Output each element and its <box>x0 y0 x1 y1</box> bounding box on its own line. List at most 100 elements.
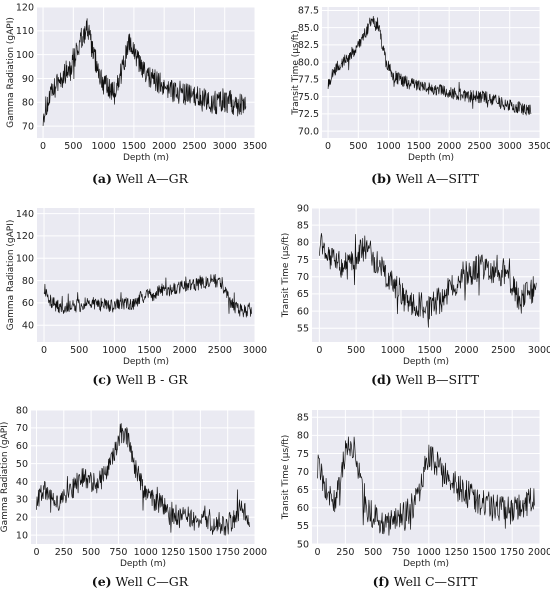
x-tick-label: 3500 <box>528 141 550 152</box>
y-tick-label: 77.5 <box>298 75 319 86</box>
x-tick-label: 1500 <box>122 141 146 152</box>
y-tick-label: 140 <box>16 209 34 220</box>
plot-background <box>312 410 540 544</box>
series-line <box>36 423 250 536</box>
panel-caption: (d) Well B—SITT <box>371 372 480 387</box>
y-tick-label: 100 <box>16 50 34 61</box>
panel-6: 0 250 500 750 1000 1250 1500 1750 2000 50 55 60 65 70… <box>281 410 550 589</box>
caption-text: Well C—GR <box>112 574 189 589</box>
y-axis-label: Transit Time (μs/ft) <box>281 233 291 319</box>
y-tick-label: 87.5 <box>298 6 319 17</box>
x-tick-label: 0 <box>33 547 39 558</box>
y-tick-label: 75.0 <box>298 92 319 103</box>
panel-caption: (a) Well A—GR <box>92 171 189 186</box>
x-tick-label: 2000 <box>243 547 267 558</box>
x-tick-label: 1500 <box>418 345 442 356</box>
y-tick-label: 80.0 <box>298 57 319 68</box>
y-tick-label: 70 <box>297 272 309 283</box>
panel-2: 0 500 1000 1500 2000 2500 3000 3500 70.0 72.5 75.0… <box>291 6 550 186</box>
y-tick-label: 60 <box>297 503 309 514</box>
series-line <box>327 15 532 116</box>
y-tick-label: 70 <box>16 423 28 434</box>
x-tick-label: 2500 <box>467 141 491 152</box>
y-tick-label: 85 <box>297 220 309 231</box>
y-tick-label: 50 <box>297 539 309 550</box>
panel-4: 0 500 1000 1500 2000 2500 3000 55 60 65 70 75 80 85 90… <box>281 203 550 387</box>
y-tick-label: 120 <box>16 2 34 13</box>
caption-letter: (d) <box>371 372 392 387</box>
plot-background <box>31 410 255 544</box>
series-line <box>317 436 535 536</box>
x-tick-label: 750 <box>109 547 127 558</box>
y-tick-label: 55 <box>297 521 309 532</box>
x-tick-label: 750 <box>392 547 410 558</box>
x-tick-label: 3000 <box>213 141 237 152</box>
x-tick-label: 1500 <box>407 141 431 152</box>
caption-letter: (b) <box>371 171 392 186</box>
panel-5: 0 250 500 750 1000 1250 1500 1750 2000 10 20 30 40 50… <box>0 405 267 589</box>
y-axis-label: Gamma Radiation (gAPI) <box>6 220 16 331</box>
x-tick-label: 500 <box>82 547 100 558</box>
x-tick-label: 3500 <box>243 141 267 152</box>
x-tick-label: 1500 <box>137 345 161 356</box>
panel-caption: (b) Well A—SITT <box>371 171 479 186</box>
x-tick-label: 3000 <box>243 345 267 356</box>
y-tick-label: 30 <box>16 495 28 506</box>
y-axis-label: Transit Time (μs/ft) <box>291 30 301 116</box>
x-axis-label: Depth (m) <box>120 559 166 569</box>
x-tick-label: 0 <box>325 141 331 152</box>
caption-letter: (c) <box>92 372 111 387</box>
x-axis-label: Depth (m) <box>403 559 449 569</box>
x-tick-label: 250 <box>336 547 354 558</box>
caption-letter: (e) <box>92 574 112 589</box>
panel-3: 0 500 1000 1500 2000 2500 3000 40 60 80 100 120 140 D… <box>6 208 267 387</box>
y-tick-label: 60 <box>297 306 309 317</box>
x-tick-label: 1000 <box>134 547 158 558</box>
x-tick-label: 2500 <box>208 345 232 356</box>
x-tick-label: 1500 <box>188 547 212 558</box>
x-tick-label: 2500 <box>182 141 206 152</box>
plot-background <box>322 7 540 138</box>
plot-background <box>37 7 255 138</box>
panel-caption: (e) Well C—GR <box>92 574 189 589</box>
panel-caption: (f) Well C—SITT <box>373 574 479 589</box>
x-tick-label: 1250 <box>444 547 468 558</box>
x-tick-label: 500 <box>347 345 365 356</box>
series-line <box>319 233 537 328</box>
series-line <box>42 18 247 126</box>
x-tick-label: 1500 <box>472 547 496 558</box>
caption-text: Well C—SITT <box>390 574 478 589</box>
x-tick-label: 1000 <box>102 345 126 356</box>
caption-text: Well B—SITT <box>392 372 480 387</box>
x-tick-label: 1750 <box>216 547 240 558</box>
y-axis-label: Gamma Radiation (gAPI) <box>0 422 10 533</box>
x-tick-label: 1000 <box>377 141 401 152</box>
y-tick-label: 40 <box>16 477 28 488</box>
x-tick-label: 2000 <box>173 345 197 356</box>
caption-text: Well A—GR <box>112 171 189 186</box>
y-tick-label: 70.0 <box>298 126 319 137</box>
x-tick-label: 0 <box>40 141 46 152</box>
x-tick-label: 250 <box>55 547 73 558</box>
y-tick-label: 75 <box>297 449 309 460</box>
y-tick-label: 55 <box>297 324 309 335</box>
y-tick-label: 90 <box>297 203 309 214</box>
x-tick-label: 0 <box>315 547 321 558</box>
x-tick-label: 500 <box>70 345 88 356</box>
panel-caption: (c) Well B - GR <box>92 372 188 387</box>
x-tick-label: 1750 <box>500 547 524 558</box>
y-tick-label: 65 <box>297 289 309 300</box>
y-tick-label: 50 <box>16 459 28 470</box>
y-tick-label: 60 <box>16 441 28 452</box>
y-tick-label: 80 <box>297 431 309 442</box>
x-tick-label: 2000 <box>528 547 550 558</box>
x-tick-label: 1000 <box>92 141 116 152</box>
x-tick-label: 0 <box>316 345 322 356</box>
y-tick-label: 40 <box>22 321 34 332</box>
y-axis-label: Gamma Radiation (gAPI) <box>6 17 16 128</box>
x-tick-label: 2000 <box>152 141 176 152</box>
y-tick-label: 110 <box>16 26 34 37</box>
y-tick-label: 65 <box>297 485 309 496</box>
x-tick-label: 1250 <box>161 547 185 558</box>
